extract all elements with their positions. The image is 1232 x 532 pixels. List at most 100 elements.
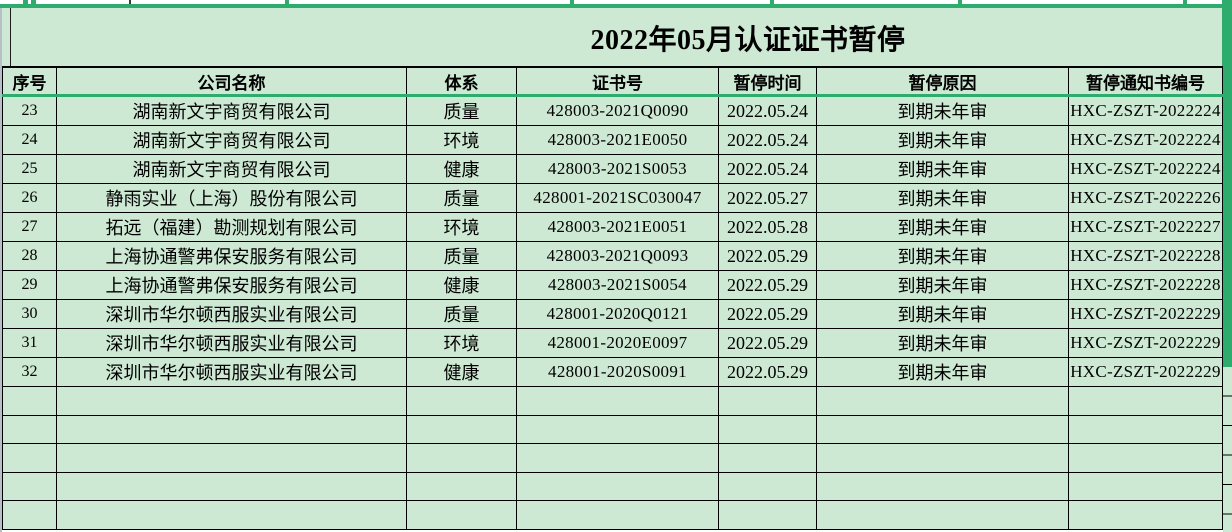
- header-cell-system[interactable]: 体系: [406, 66, 517, 97]
- cell-date[interactable]: 2022.05.29: [718, 270, 817, 300]
- header-cell-notice[interactable]: 暂停通知书编号: [1068, 66, 1223, 97]
- cell-index[interactable]: 27: [2, 212, 57, 242]
- empty-cell[interactable]: [816, 386, 1069, 416]
- empty-cell[interactable]: [516, 414, 719, 444]
- cell-reason[interactable]: 到期未年审: [816, 299, 1069, 329]
- cell-company[interactable]: 静雨实业（上海）股份有限公司: [56, 183, 407, 213]
- cell-company[interactable]: 深圳市华尔顿西服实业有限公司: [56, 299, 407, 329]
- cell-notice[interactable]: HXC-ZSZT-2022229: [1068, 357, 1223, 387]
- empty-cell[interactable]: [2, 500, 57, 530]
- empty-cell[interactable]: [816, 471, 1069, 501]
- cell-company[interactable]: 深圳市华尔顿西服实业有限公司: [56, 328, 407, 358]
- empty-cell[interactable]: [1068, 500, 1223, 530]
- header-cell-reason[interactable]: 暂停原因: [816, 66, 1069, 97]
- cell-index[interactable]: 28: [2, 241, 57, 271]
- cell-reason[interactable]: 到期未年审: [816, 241, 1069, 271]
- empty-cell[interactable]: [816, 443, 1069, 473]
- empty-cell[interactable]: [1068, 414, 1223, 444]
- cell-cert[interactable]: 428003-2021S0054: [516, 270, 719, 300]
- cell-cert[interactable]: 428003-2021E0050: [516, 125, 719, 155]
- cell-reason[interactable]: 到期未年审: [816, 125, 1069, 155]
- cell-reason[interactable]: 到期未年审: [816, 183, 1069, 213]
- empty-cell[interactable]: [1068, 443, 1223, 473]
- cell-reason[interactable]: 到期未年审: [816, 154, 1069, 184]
- cell-company[interactable]: 湖南新文宇商贸有限公司: [56, 125, 407, 155]
- cell-system[interactable]: 质量: [406, 241, 517, 271]
- empty-cell[interactable]: [56, 471, 407, 501]
- empty-cell[interactable]: [56, 386, 407, 416]
- cell-reason[interactable]: 到期未年审: [816, 212, 1069, 242]
- empty-cell[interactable]: [2, 443, 57, 473]
- cell-reason[interactable]: 到期未年审: [816, 95, 1069, 126]
- cell-index[interactable]: 29: [2, 270, 57, 300]
- cell-system[interactable]: 质量: [406, 183, 517, 213]
- empty-cell[interactable]: [516, 386, 719, 416]
- empty-cell[interactable]: [516, 471, 719, 501]
- cell-index[interactable]: 23: [2, 95, 57, 126]
- cell-cert[interactable]: 428001-2020E0097: [516, 328, 719, 358]
- empty-cell[interactable]: [816, 414, 1069, 444]
- cell-company[interactable]: 拓远（福建）勘测规划有限公司: [56, 212, 407, 242]
- empty-cell[interactable]: [516, 500, 719, 530]
- cell-date[interactable]: 2022.05.27: [718, 183, 817, 213]
- cell-company[interactable]: 湖南新文宇商贸有限公司: [56, 95, 407, 126]
- cell-notice[interactable]: HXC-ZSZT-2022226: [1068, 183, 1223, 213]
- cell-system[interactable]: 健康: [406, 357, 517, 387]
- cell-system[interactable]: 环境: [406, 212, 517, 242]
- cell-reason[interactable]: 到期未年审: [816, 270, 1069, 300]
- header-cell-company[interactable]: 公司名称: [56, 66, 407, 97]
- empty-cell[interactable]: [1068, 386, 1223, 416]
- header-cell-date[interactable]: 暂停时间: [718, 66, 817, 97]
- cell-notice[interactable]: HXC-ZSZT-2022229: [1068, 328, 1223, 358]
- empty-cell[interactable]: [56, 414, 407, 444]
- empty-cell[interactable]: [718, 443, 817, 473]
- empty-cell[interactable]: [406, 443, 517, 473]
- header-cell-cert[interactable]: 证书号: [516, 66, 719, 97]
- cell-notice[interactable]: HXC-ZSZT-2022224: [1068, 95, 1223, 126]
- cell-reason[interactable]: 到期未年审: [816, 328, 1069, 358]
- title-cell[interactable]: 2022年05月认证证书暂停: [2, 8, 1222, 67]
- empty-cell[interactable]: [56, 500, 407, 530]
- empty-cell[interactable]: [816, 500, 1069, 530]
- cell-cert[interactable]: 428003-2021S0053: [516, 154, 719, 184]
- cell-notice[interactable]: HXC-ZSZT-2022227: [1068, 212, 1223, 242]
- cell-system[interactable]: 健康: [406, 270, 517, 300]
- empty-cell[interactable]: [718, 386, 817, 416]
- cell-notice[interactable]: HXC-ZSZT-2022228: [1068, 270, 1223, 300]
- cell-cert[interactable]: 428001-2020S0091: [516, 357, 719, 387]
- cell-company[interactable]: 上海协通警弗保安服务有限公司: [56, 270, 407, 300]
- cell-date[interactable]: 2022.05.24: [718, 125, 817, 155]
- cell-notice[interactable]: HXC-ZSZT-2022224: [1068, 154, 1223, 184]
- empty-cell[interactable]: [516, 443, 719, 473]
- cell-date[interactable]: 2022.05.24: [718, 154, 817, 184]
- cell-index[interactable]: 32: [2, 357, 57, 387]
- cell-cert[interactable]: 428003-2021Q0093: [516, 241, 719, 271]
- empty-cell[interactable]: [406, 471, 517, 501]
- cell-date[interactable]: 2022.05.29: [718, 241, 817, 271]
- cell-cert[interactable]: 428001-2021SC030047: [516, 183, 719, 213]
- cell-index[interactable]: 31: [2, 328, 57, 358]
- cell-company[interactable]: 湖南新文宇商贸有限公司: [56, 154, 407, 184]
- cell-cert[interactable]: 428003-2021Q0090: [516, 95, 719, 126]
- cell-company[interactable]: 上海协通警弗保安服务有限公司: [56, 241, 407, 271]
- empty-cell[interactable]: [718, 471, 817, 501]
- empty-cell[interactable]: [406, 414, 517, 444]
- cell-date[interactable]: 2022.05.29: [718, 357, 817, 387]
- empty-cell[interactable]: [1068, 471, 1223, 501]
- cell-company[interactable]: 深圳市华尔顿西服实业有限公司: [56, 357, 407, 387]
- cell-date[interactable]: 2022.05.28: [718, 212, 817, 242]
- empty-cell[interactable]: [56, 443, 407, 473]
- cell-date[interactable]: 2022.05.24: [718, 95, 817, 126]
- cell-cert[interactable]: 428003-2021E0051: [516, 212, 719, 242]
- empty-cell[interactable]: [718, 500, 817, 530]
- cell-notice[interactable]: HXC-ZSZT-2022228: [1068, 241, 1223, 271]
- cell-reason[interactable]: 到期未年审: [816, 357, 1069, 387]
- cell-index[interactable]: 26: [2, 183, 57, 213]
- empty-cell[interactable]: [2, 386, 57, 416]
- cell-date[interactable]: 2022.05.29: [718, 299, 817, 329]
- cell-system[interactable]: 质量: [406, 299, 517, 329]
- cell-cert[interactable]: 428001-2020Q0121: [516, 299, 719, 329]
- cell-notice[interactable]: HXC-ZSZT-2022224: [1068, 125, 1223, 155]
- cell-date[interactable]: 2022.05.29: [718, 328, 817, 358]
- empty-cell[interactable]: [718, 414, 817, 444]
